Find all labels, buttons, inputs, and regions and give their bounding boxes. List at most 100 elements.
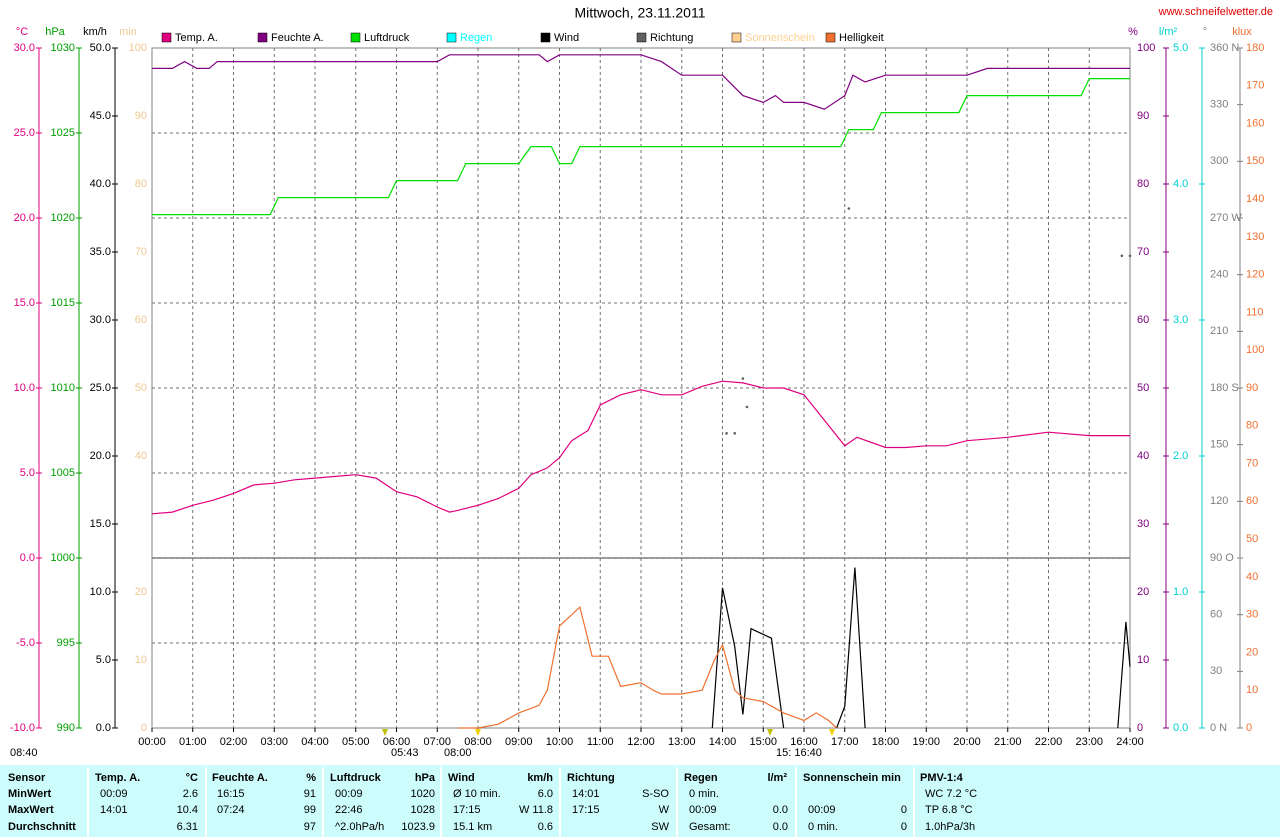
x-tick-label: 03:00 bbox=[260, 736, 288, 748]
y-tick-label: 1010 bbox=[51, 382, 75, 394]
table-header: Temp. A. bbox=[95, 772, 140, 784]
x-tick-label: 01:00 bbox=[179, 736, 207, 748]
annotation: 15: 16:40 bbox=[776, 747, 822, 759]
table-cell: S-SO bbox=[642, 788, 669, 800]
legend-swatch bbox=[161, 32, 172, 43]
annotation: 08:00 bbox=[444, 747, 472, 759]
y-tick-label: 70 bbox=[1246, 457, 1258, 469]
table-cell: 1023.9 bbox=[401, 821, 435, 833]
x-tick-label: 04:00 bbox=[301, 736, 329, 748]
table-cell: 0.6 bbox=[538, 821, 553, 833]
y-tick-label: 1020 bbox=[51, 212, 75, 224]
chart-title: Mittwoch, 23.11.2011 bbox=[574, 5, 705, 21]
y-tick-label: 140 bbox=[1246, 193, 1264, 205]
legend-swatch bbox=[446, 32, 457, 43]
legend-label: Feuchte A. bbox=[271, 32, 324, 44]
x-tick-label: 08:00 bbox=[464, 736, 492, 748]
table-cell: 17:15 bbox=[572, 804, 600, 816]
table-cell: 0 bbox=[901, 821, 907, 833]
sun-marker bbox=[767, 729, 773, 736]
legend-swatch bbox=[636, 32, 647, 43]
table-header: Sonnenschein min bbox=[803, 772, 901, 784]
legend-swatch bbox=[540, 32, 551, 43]
table-cell: 16:15 bbox=[217, 788, 245, 800]
series-dot bbox=[745, 405, 749, 409]
series-dot bbox=[741, 377, 745, 380]
axis-unit: °C bbox=[16, 26, 28, 38]
y-tick-label: 300 bbox=[1210, 155, 1228, 167]
y-tick-label: 10.0 bbox=[90, 586, 111, 598]
table-header: Sensor bbox=[8, 772, 46, 784]
y-tick-label: 10 bbox=[1246, 684, 1258, 696]
y-tick-label: 35.0 bbox=[90, 246, 111, 258]
y-tick-label: 40 bbox=[135, 450, 147, 462]
y-tick-label: 995 bbox=[57, 637, 75, 649]
y-tick-label: 10.0 bbox=[14, 382, 35, 394]
series-dot bbox=[1120, 254, 1124, 258]
y-tick-label: 110 bbox=[1246, 306, 1264, 318]
table-header: Wind bbox=[448, 772, 475, 784]
y-tick-label: 30 bbox=[1246, 609, 1258, 621]
table-cell: Durchschnitt bbox=[8, 821, 76, 833]
y-tick-label: 20 bbox=[1246, 646, 1258, 658]
table-cell: 0 bbox=[901, 804, 907, 816]
table-cell: W 11.8 bbox=[519, 804, 553, 816]
table-cell: 0.0 bbox=[773, 821, 788, 833]
legend-swatch bbox=[350, 32, 361, 43]
y-tick-label: 3.0 bbox=[1173, 314, 1188, 326]
x-tick-label: 12:00 bbox=[627, 736, 655, 748]
axis-unit: min bbox=[119, 26, 137, 38]
y-tick-label: 90 bbox=[1137, 110, 1149, 122]
table-unit: km/h bbox=[527, 772, 553, 784]
legend-label: Helligkeit bbox=[839, 32, 884, 44]
y-tick-label: 150 bbox=[1210, 439, 1228, 451]
y-tick-label: 330 bbox=[1210, 99, 1228, 111]
x-tick-label: 00:00 bbox=[138, 736, 166, 748]
table-cell: 1.0hPa/3h bbox=[925, 821, 975, 833]
y-tick-label: 30 bbox=[1210, 665, 1222, 677]
y-tick-label: 170 bbox=[1246, 80, 1264, 92]
table-header: Feuchte A. bbox=[212, 772, 268, 784]
table-cell: 1020 bbox=[411, 788, 435, 800]
series-line bbox=[151, 380, 1130, 515]
y-tick-label: 5.0 bbox=[1173, 42, 1188, 54]
x-tick-label: 09:00 bbox=[505, 736, 533, 748]
y-tick-label: 45.0 bbox=[90, 110, 111, 122]
y-tick-label: 270 W bbox=[1210, 212, 1242, 224]
table-unit: °C bbox=[186, 772, 198, 784]
y-tick-label: 180 bbox=[1246, 42, 1264, 54]
y-tick-label: 60 bbox=[1210, 609, 1222, 621]
table-header: Regen bbox=[684, 772, 718, 784]
y-tick-label: 1.0 bbox=[1173, 586, 1188, 598]
legend-label: Regen bbox=[460, 32, 492, 44]
x-tick-label: 13:00 bbox=[668, 736, 696, 748]
y-tick-label: -10.0 bbox=[10, 722, 35, 734]
y-tick-label: 20 bbox=[135, 586, 147, 598]
y-tick-label: 0.0 bbox=[1173, 722, 1188, 734]
y-tick-label: 0.0 bbox=[96, 722, 111, 734]
table-cell: 2.6 bbox=[183, 788, 198, 800]
table-cell: 91 bbox=[304, 788, 316, 800]
table-cell: Gesamt: bbox=[689, 821, 731, 833]
table-cell: SW bbox=[651, 821, 669, 833]
series-line bbox=[152, 54, 1130, 110]
y-tick-label: 15.0 bbox=[14, 297, 35, 309]
y-tick-label: 20.0 bbox=[90, 450, 111, 462]
y-tick-label: 1030 bbox=[51, 42, 75, 54]
table-cell: Ø 10 min. bbox=[453, 788, 501, 800]
y-tick-label: 80 bbox=[135, 178, 147, 190]
legend-label: Richtung bbox=[650, 32, 693, 44]
table-cell: 00:09 bbox=[100, 788, 128, 800]
series-dot bbox=[1128, 254, 1132, 258]
y-tick-label: 120 bbox=[1246, 269, 1264, 281]
y-tick-label: 10 bbox=[1137, 654, 1149, 666]
x-tick-label: 07:00 bbox=[423, 736, 451, 748]
y-tick-label: 25.0 bbox=[14, 127, 35, 139]
table-cell: 0.0 bbox=[773, 804, 788, 816]
series-line bbox=[457, 605, 838, 729]
y-tick-label: 20 bbox=[1137, 586, 1149, 598]
axis-unit: klux bbox=[1232, 26, 1252, 38]
y-tick-label: 0 N bbox=[1210, 722, 1227, 734]
series-dot bbox=[725, 432, 728, 435]
